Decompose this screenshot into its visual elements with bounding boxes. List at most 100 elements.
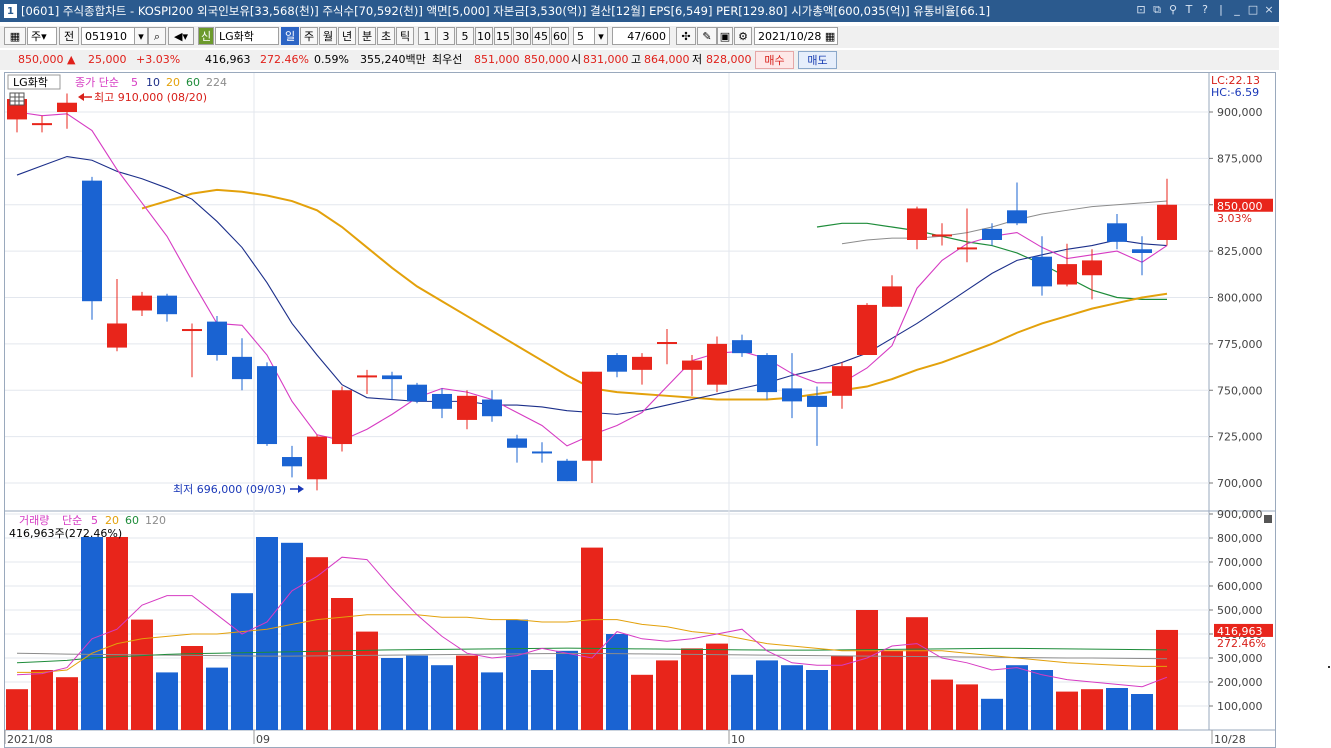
period-day[interactable]: 일 [281,27,299,45]
vol-current-label: 416,963주(272.46%) [9,527,122,540]
minimize-icon[interactable]: _ [1234,3,1240,16]
search-icon[interactable]: ⌕ [148,27,166,45]
volume-tick-label: 900,000 [1217,508,1263,521]
candle-body [432,393,452,409]
volume-bar [1081,689,1103,730]
type-select[interactable]: 주▾ [27,27,57,45]
interval-10[interactable]: 10 [475,27,493,45]
volume-bar [881,650,903,730]
x-tick-label: 2021/08 [7,733,53,746]
buy-button[interactable]: 매수 [755,51,794,69]
vol-legend-ma120: 120 [145,514,166,527]
sell-button[interactable]: 매도 [798,51,837,69]
calendar-icon[interactable]: ▦ [824,30,836,43]
copy-window-icon[interactable]: ⧉ [1153,3,1161,16]
volume-tick-label: 500,000 [1217,604,1263,617]
interval-45[interactable]: 45 [532,27,550,45]
legend-stock-box[interactable] [7,74,61,90]
volume-bar [731,674,753,730]
text-icon[interactable]: T [1185,3,1193,16]
period-month[interactable]: 월 [319,27,337,45]
price-tick-label: 825,000 [1217,245,1263,258]
volume-bar [1106,688,1128,730]
period-tick[interactable]: 틱 [396,27,414,45]
volume-bar [856,610,878,730]
draw-tool-icon[interactable]: ✎ [697,27,717,45]
interval-5[interactable]: 5 [456,27,474,45]
price-tick-label: 800,000 [1217,292,1263,305]
candle-body [882,286,902,307]
credit-button[interactable]: 신 [198,27,214,45]
chart-settings-icon[interactable]: ▦ [4,27,26,45]
candle-body [207,321,227,356]
pin-icon[interactable]: ⚲ [1168,3,1178,16]
help-icon[interactable]: ? [1202,3,1208,16]
legend-ma-label: 종가 단순 [75,76,119,89]
min-label: 최저 696,000 (09/03) [173,483,286,496]
close-icon[interactable]: × [1264,3,1274,16]
price-change: 25,000 [88,53,127,66]
candle-body [657,342,677,345]
min-annotation: 최저 696,000 (09/03) [173,483,304,496]
candle-body [82,180,102,302]
volume-tick-label: 200,000 [1217,676,1263,689]
count-total: /600 [641,30,666,43]
maximize-icon[interactable]: □ [1247,3,1259,16]
legend-ma5: 5 [131,76,138,89]
candle-body [557,460,577,482]
volume-bar [81,537,103,730]
speaker-icon[interactable]: ◀▾ [168,27,194,45]
candle-body [307,436,327,480]
volume-bar [931,679,953,730]
period-week[interactable]: 주 [300,27,318,45]
link-icon[interactable]: ⊡ [1136,3,1146,16]
separator-icon: | [1219,3,1223,16]
candle-body [707,343,727,385]
interval-1[interactable]: 1 [418,27,436,45]
prev-button[interactable]: 전 [59,27,79,45]
volume-bar [481,672,503,730]
period-minute[interactable]: 분 [358,27,376,45]
period-year[interactable]: 년 [338,27,356,45]
date-field[interactable]: 2021/10/28 ▦ [754,27,838,45]
vol-ma20-line [17,614,1167,673]
candle-body [1082,260,1102,276]
volume-bar [1056,691,1078,730]
candle-body [357,375,377,378]
interval-15[interactable]: 15 [494,27,512,45]
interval-30[interactable]: 30 [513,27,531,45]
candle-body [957,247,977,250]
count-value: 47 [627,30,642,43]
candle-body [382,375,402,380]
candle-body [232,356,252,380]
open-label: 시 [571,53,582,66]
price-grid [5,73,1275,730]
candle-body [482,399,502,417]
volume-tick-label: 800,000 [1217,532,1263,545]
best-label: 최우선 [432,53,463,66]
current-volume-tag: 416,963 272.46% [1214,623,1273,650]
stock-code-input[interactable]: 051910 [81,27,136,45]
count-field[interactable]: 47/600 [612,27,670,45]
code-dropdown-icon[interactable]: ▾ [134,27,148,45]
volume-bar [681,648,703,730]
crosshair-icon[interactable]: ✣ [676,27,696,45]
save-icon[interactable]: ▣ [717,27,733,45]
candle-body [632,356,652,370]
price-tick-label: 775,000 [1217,338,1263,351]
price-tick-label: 700,000 [1217,477,1263,490]
quote-bar: 850,000 ▲ 25,000 +3.03% 416,963 272.46% … [0,50,1279,70]
period-second[interactable]: 초 [377,27,395,45]
interval-3[interactable]: 3 [437,27,455,45]
volume-bar [206,667,228,730]
interval-dropdown-icon[interactable]: ▾ [594,27,608,45]
volume-tick-label: 100,000 [1217,700,1263,713]
volume-bar [806,670,828,730]
panel-toggle-icon[interactable] [1264,515,1272,523]
max-annotation: 최고 910,000 (08/20) [78,91,207,104]
candle-body [582,371,602,461]
gear-icon[interactable]: ⚙ [734,27,752,45]
interval-60[interactable]: 60 [551,27,569,45]
table-icon[interactable] [9,92,25,106]
